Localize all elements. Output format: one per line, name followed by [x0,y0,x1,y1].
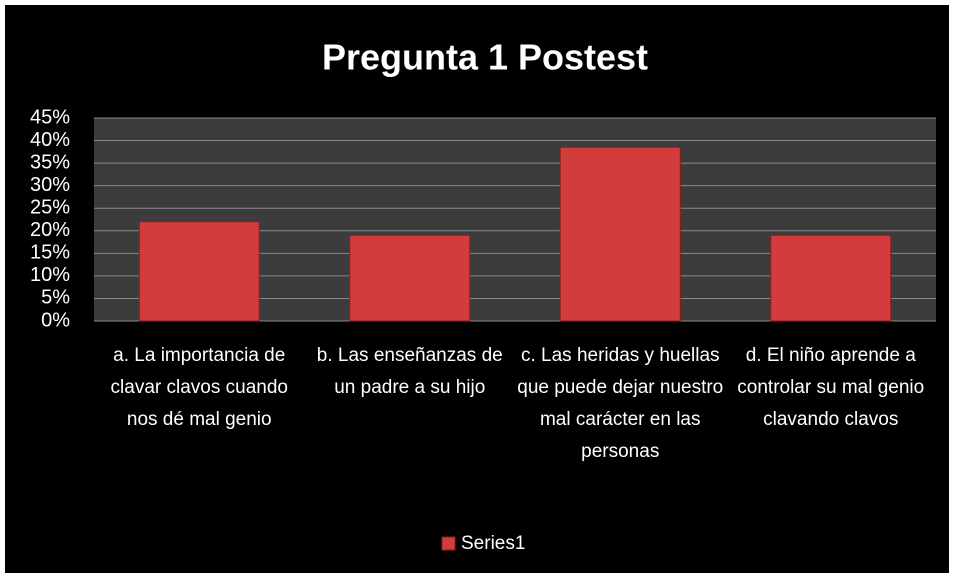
y-tick-label: 25% [30,197,70,219]
y-tick-label: 10% [30,264,70,286]
y-tick-label: 20% [30,219,70,241]
y-tick-label: 40% [30,129,70,151]
x-tick-label: b. Las enseñanzas de un padre a su hijo [316,345,503,398]
y-tick-label: 15% [30,242,70,264]
y-tick-label: 30% [30,174,70,196]
chart-title: Pregunta 1 Postest [322,37,648,78]
y-tick-label: 0% [41,309,70,331]
legend-swatch [441,536,456,551]
x-tick-label: d. El niño aprende a controlar su mal ge… [737,345,925,430]
bar [349,234,471,322]
legend-label: Series1 [461,533,525,554]
bar [559,146,681,322]
bar [138,221,260,322]
y-tick-label: 45% [30,106,70,128]
bar [770,234,892,322]
x-tick-label: c. Las heridas y huellas que puede dejar… [517,345,724,462]
x-tick-label: a. La importancia de clavar clavos cuand… [110,345,288,430]
y-tick-label: 5% [41,287,70,309]
y-tick-label: 35% [30,151,70,173]
